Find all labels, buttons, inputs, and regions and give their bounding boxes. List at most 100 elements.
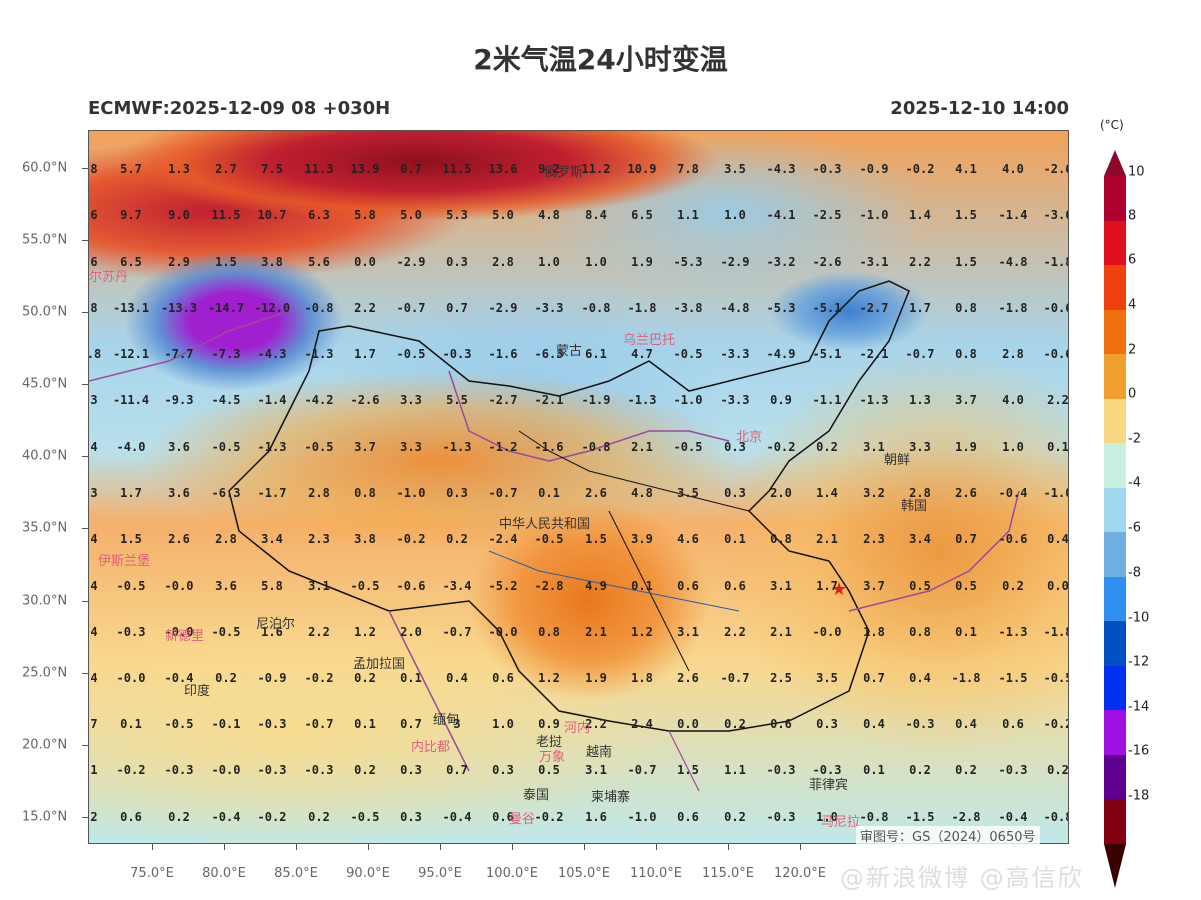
grid-value: 6.1 — [585, 347, 607, 361]
longitude-tick-label: 115.0°E — [702, 866, 754, 881]
grid-value: 6 — [90, 208, 97, 222]
grid-value: 8 — [90, 301, 97, 315]
grid-value: -0.2 — [305, 671, 334, 685]
latitude-tick — [82, 817, 88, 818]
grid-value: -0.7 — [628, 763, 657, 777]
grid-value: 1.0 — [492, 717, 514, 731]
colorbar-tick-label: -4 — [1128, 476, 1141, 491]
grid-value: 10.9 — [628, 162, 657, 176]
grid-value: -0.7 — [397, 301, 426, 315]
longitude-tick — [152, 844, 153, 850]
grid-value: -1.8 — [1044, 255, 1069, 269]
grid-value: 0.8 — [955, 301, 977, 315]
grid-value: -13.3 — [161, 301, 197, 315]
grid-value: 3.6 — [215, 579, 237, 593]
grid-value: 2.8 — [492, 255, 514, 269]
grid-value: 0.3 — [724, 486, 746, 500]
grid-value: 0.5 — [955, 579, 977, 593]
grid-value: 0.3 — [400, 763, 422, 777]
grid-value: 0.0 — [677, 717, 699, 731]
colorbar-segment — [1104, 532, 1126, 577]
place-label: 曼谷 — [509, 808, 535, 827]
grid-value: 3.1 — [863, 440, 885, 454]
grid-value: -0.6 — [1044, 347, 1069, 361]
grid-value: -2.1 — [860, 347, 889, 361]
latitude-tick-label: 55.0°N — [22, 233, 67, 248]
grid-value: -0.6 — [1044, 301, 1069, 315]
grid-value: 4 — [90, 440, 97, 454]
grid-value: 3.1 — [585, 763, 607, 777]
grid-value: 0.5 — [909, 579, 931, 593]
colorbar-unit: (°C) — [1100, 118, 1124, 132]
latitude-tick — [82, 528, 88, 529]
grid-value: 5.8 — [261, 579, 283, 593]
grid-value: 0.2 — [816, 440, 838, 454]
grid-value: 11.5 — [212, 208, 241, 222]
longitude-tick — [224, 844, 225, 850]
grid-value: -0.8 — [860, 810, 889, 824]
grid-value: 1.9 — [585, 671, 607, 685]
grid-value: 3.7 — [955, 393, 977, 407]
colorbar-tick-label: 4 — [1128, 298, 1136, 313]
grid-value: 5.6 — [308, 255, 330, 269]
grid-value: -0.5 — [212, 440, 241, 454]
grid-value: -0.7 — [721, 671, 750, 685]
latitude-tick-label: 25.0°N — [22, 666, 67, 681]
grid-value: -0.8 — [305, 301, 334, 315]
grid-value: 3.8 — [354, 532, 376, 546]
grid-value: 1.0 — [724, 208, 746, 222]
grid-value: -5.2 — [489, 579, 518, 593]
grid-value: 0.8 — [770, 532, 792, 546]
grid-value: -1.3 — [860, 393, 889, 407]
grid-value: 2.1 — [770, 625, 792, 639]
place-label: 蒙古 — [556, 340, 582, 359]
grid-value: 4 — [90, 671, 97, 685]
grid-value: -2.9 — [397, 255, 426, 269]
place-label: 乌兰巴托 — [623, 329, 675, 348]
grid-value: 0.3 — [492, 763, 514, 777]
grid-value: -12.1 — [113, 347, 149, 361]
grid-value: 1.3 — [909, 393, 931, 407]
grid-value: -3.8 — [674, 301, 703, 315]
grid-value: 0.1 — [955, 625, 977, 639]
grid-value: -5.3 — [674, 255, 703, 269]
grid-value: 1.6 — [585, 810, 607, 824]
grid-value: 1.2 — [538, 671, 560, 685]
colorbar-min-arrow — [1104, 844, 1126, 888]
grid-value: 0.7 — [400, 162, 422, 176]
colorbar-tick-label: 10 — [1128, 165, 1145, 180]
grid-value: -0.3 — [999, 763, 1028, 777]
latitude-tick — [82, 384, 88, 385]
temperature-change-map[interactable]: ★ 85.71.32.77.511.313.90.711.513.69.211.… — [88, 130, 1069, 844]
grid-value: -0.3 — [813, 162, 842, 176]
colorbar — [1104, 150, 1126, 888]
grid-value: -2.6 — [1044, 162, 1069, 176]
grid-value: -4.3 — [258, 347, 287, 361]
longitude-tick — [368, 844, 369, 850]
grid-value: 5.7 — [120, 162, 142, 176]
grid-value: -7.7 — [165, 347, 194, 361]
grid-value: 0.8 — [538, 625, 560, 639]
grid-value: 1.7 — [354, 347, 376, 361]
grid-value: 1.8 — [631, 671, 653, 685]
grid-value: 3 — [90, 486, 97, 500]
grid-value: -14.7 — [208, 301, 244, 315]
grid-value: -0.3 — [906, 717, 935, 731]
grid-value: 0.6 — [1002, 717, 1024, 731]
grid-value: -1.0 — [628, 810, 657, 824]
grid-value: 0.3 — [446, 486, 468, 500]
place-label: 菲律宾 — [809, 774, 848, 793]
grid-value: 2.8 — [1002, 347, 1024, 361]
latitude-tick — [82, 240, 88, 241]
grid-value: -0.3 — [305, 763, 334, 777]
grid-value: 2.2 — [909, 255, 931, 269]
grid-value: 0.2 — [354, 763, 376, 777]
grid-value: -4.8 — [721, 301, 750, 315]
grid-value: -0.5 — [674, 347, 703, 361]
grid-value: 3.6 — [168, 440, 190, 454]
grid-value: 5.5 — [446, 393, 468, 407]
grid-value: 0.5 — [538, 763, 560, 777]
grid-value: -2.9 — [721, 255, 750, 269]
grid-value: -1.6 — [489, 347, 518, 361]
grid-value: -1.9 — [582, 393, 611, 407]
